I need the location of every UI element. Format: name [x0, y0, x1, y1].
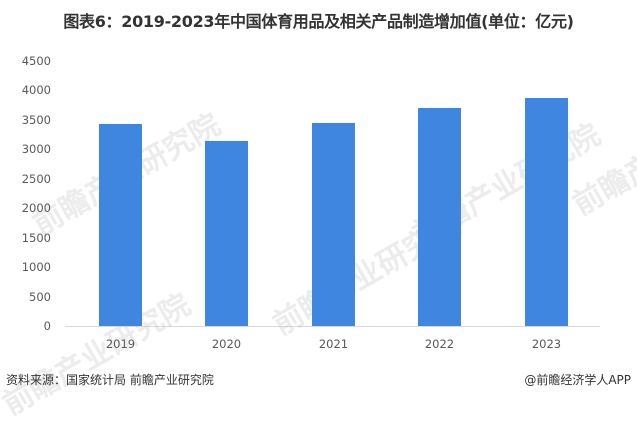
x-axis-line [65, 326, 600, 327]
source-note: 资料来源：国家统计局 前瞻产业研究院 [6, 373, 214, 387]
y-tick-label: 1000 [21, 260, 51, 275]
bar-2022 [418, 107, 461, 326]
x-tick-label: 2020 [211, 337, 242, 351]
y-tick-label: 3000 [21, 142, 51, 157]
y-tick-label: 2000 [21, 201, 51, 216]
x-tick-label: 2021 [318, 337, 349, 351]
y-tick-label: 2500 [21, 171, 51, 186]
bar-2020 [205, 141, 248, 326]
bar-2023 [525, 98, 568, 326]
y-tick-label: 1500 [21, 230, 51, 245]
y-tick-label: 3500 [21, 112, 51, 127]
credit-note: @前瞻经济学人APP [524, 373, 631, 387]
bar-2021 [312, 123, 355, 326]
chart-title: 图表6：2019-2023年中国体育用品及相关产品制造增加值(单位：亿元) [63, 12, 574, 31]
bar-chart: 前瞻产业研究院前瞻产业研究院前瞻产业研究院前瞻产业研究院前瞻产业研究院05001… [0, 54, 637, 423]
bar-2019 [99, 124, 142, 326]
x-tick-label: 2022 [424, 337, 455, 351]
y-tick-label: 0 [43, 319, 51, 333]
y-tick-label: 500 [29, 289, 51, 304]
watermark: 前瞻产业研究院 [567, 87, 637, 223]
x-tick-label: 2019 [105, 337, 136, 351]
x-tick-label: 2023 [531, 337, 562, 351]
y-tick-label: 4000 [21, 83, 51, 98]
y-tick-label: 4500 [21, 54, 51, 68]
